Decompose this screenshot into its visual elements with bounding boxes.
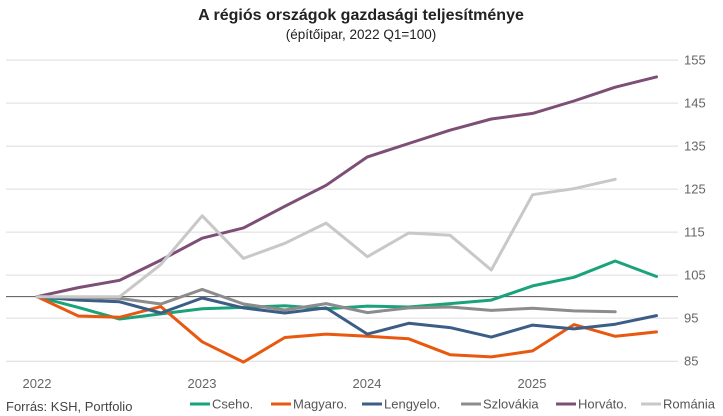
chart-subtitle: (építőipar, 2022 Q1=100) [286, 27, 436, 42]
series-line-romnia [35, 177, 617, 299]
legend-label: Cseho. [212, 397, 253, 412]
x-axis: 2022 2023 2024 2025 [23, 376, 547, 391]
y-axis: 85 95 105 115 125 135 145 155 [684, 53, 706, 369]
source-note: Forrás: KSH, Portfolio [6, 399, 132, 414]
legend: Cseho. Magyaro. Lengyelo. Szlovákia Horváto.… [190, 397, 716, 412]
x-tick-label: 2025 [518, 376, 547, 391]
legend-label: Magyaro. [293, 397, 347, 412]
y-tick-label: 85 [684, 354, 698, 369]
series-line-horvto [35, 75, 658, 299]
y-tick-label: 155 [684, 53, 706, 68]
y-tick-label: 145 [684, 96, 706, 111]
legend-label: Lengyelo. [384, 397, 440, 412]
y-tick-label: 125 [684, 182, 706, 197]
x-tick-label: 2024 [353, 376, 382, 391]
y-tick-label: 95 [684, 311, 698, 326]
legend-label: Horváto. [578, 397, 627, 412]
x-tick-label: 2022 [23, 376, 52, 391]
series-lines [35, 75, 658, 364]
legend-label: Románia [663, 397, 716, 412]
chart-title: A régiós országok gazdasági teljesítmény… [198, 7, 524, 24]
series-line-lengyelo [35, 295, 658, 339]
y-tick-label: 115 [684, 225, 705, 240]
series-line-szlovkia [35, 287, 617, 315]
x-tick-label: 2023 [188, 376, 217, 391]
y-tick-label: 135 [684, 139, 706, 154]
series-line-magyaro [35, 295, 658, 364]
y-tick-label: 105 [684, 268, 706, 283]
legend-label: Szlovákia [483, 397, 539, 412]
